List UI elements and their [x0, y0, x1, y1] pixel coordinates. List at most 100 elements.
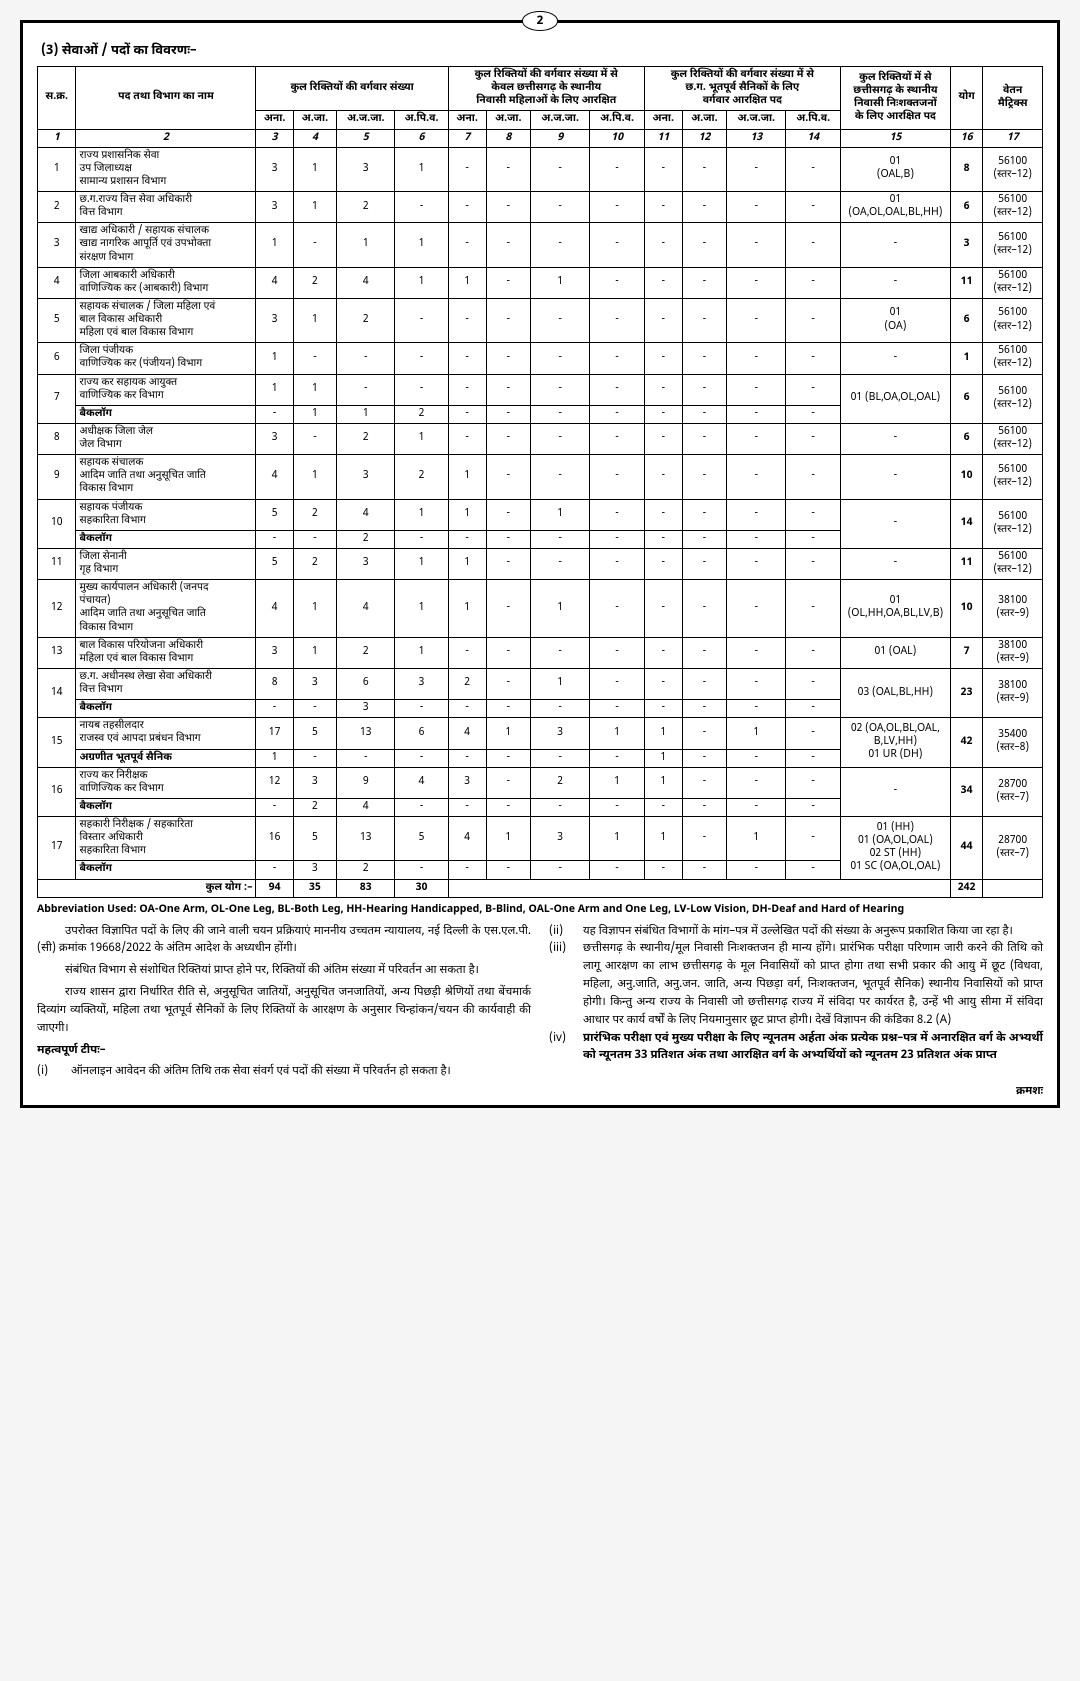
- cell: जिला पंजीयकवाणिज्यिक कर (पंजीयन) विभाग: [76, 343, 256, 374]
- cell: 4: [256, 580, 293, 638]
- cell: -: [486, 580, 530, 638]
- cell: -: [448, 423, 486, 454]
- cell: 8: [38, 423, 76, 454]
- note-item-iii: (iii) छत्तीसगढ़ के स्थानीय/मूल निवासी नि…: [549, 940, 1043, 1029]
- cell: -: [786, 798, 840, 816]
- cell: -: [682, 223, 726, 267]
- cell: -: [590, 580, 644, 638]
- cell: -: [448, 798, 486, 816]
- cell: -: [727, 861, 786, 879]
- page-number-container: 2: [23, 11, 1057, 31]
- cell: 1: [293, 580, 336, 638]
- cell: 1: [256, 374, 293, 405]
- cell: -: [682, 192, 726, 223]
- cell: -: [682, 267, 726, 298]
- cell: 3: [531, 718, 590, 749]
- cell: राज्य कर सहायक आयुक्तवाणिज्यिक कर विभाग: [76, 374, 256, 405]
- cell: -: [531, 423, 590, 454]
- cell: -: [727, 798, 786, 816]
- cell: 4: [337, 499, 395, 530]
- cell: बाल विकास परियोजना अधिकारीमहिला एवं बाल …: [76, 637, 256, 668]
- cell: -: [644, 405, 682, 423]
- hdr-exserv: कुल रिक्तियों की वर्गवार संख्या में सेछ.…: [644, 67, 840, 111]
- cell: -: [682, 798, 726, 816]
- cell: 4: [448, 817, 486, 861]
- cell: 5: [395, 817, 448, 861]
- cell: 5: [38, 298, 76, 342]
- cell: 6: [950, 298, 982, 342]
- cell: 12: [256, 767, 293, 798]
- cell: 2: [337, 423, 395, 454]
- document-page: 2 (3) सेवाओं / पदों का विवरणः– स.क्र. पद…: [20, 20, 1060, 1108]
- cell: -: [531, 749, 590, 767]
- cell: -: [727, 668, 786, 699]
- cell: -: [256, 798, 293, 816]
- cell: 1: [395, 223, 448, 267]
- cell: 5: [256, 499, 293, 530]
- cell: -: [727, 637, 786, 668]
- cell: 8: [256, 668, 293, 699]
- cell: -: [727, 405, 786, 423]
- cell: -: [486, 798, 530, 816]
- cell: -: [448, 700, 486, 718]
- cell: सहकारी निरीक्षक / सहकारिताविस्तार अधिकार…: [76, 817, 256, 861]
- hdr-sub: अना.: [256, 111, 293, 129]
- hdr-post: पद तथा विभाग का नाम: [76, 67, 256, 130]
- cell: 1: [293, 455, 336, 499]
- cell: -: [786, 749, 840, 767]
- cell: 1: [644, 817, 682, 861]
- cell: -: [786, 548, 840, 579]
- cell: -: [448, 637, 486, 668]
- cell: -: [486, 767, 530, 798]
- cell: 7: [950, 637, 982, 668]
- hdr-women: कुल रिक्तियों की वर्गवार संख्या में सेके…: [448, 67, 644, 111]
- cell: -: [840, 423, 950, 454]
- cell: -: [682, 767, 726, 798]
- cell: -: [590, 700, 644, 718]
- cell: 1: [293, 374, 336, 405]
- cell: -: [531, 637, 590, 668]
- cell: -: [590, 267, 644, 298]
- table-row: 5सहायक संचालक / जिला महिला एवंबाल विकास …: [38, 298, 1043, 342]
- cell: 01 (OAL): [840, 637, 950, 668]
- cell: -: [644, 455, 682, 499]
- cell: 3: [256, 423, 293, 454]
- cell: -: [395, 374, 448, 405]
- cell: -: [786, 405, 840, 423]
- cell: -: [840, 499, 950, 548]
- cell: छ.ग. अधीनस्थ लेखा सेवा अधिकारीवित्त विभा…: [76, 668, 256, 699]
- cell: 1: [531, 499, 590, 530]
- cell: 242: [950, 879, 982, 897]
- cell: 1: [448, 267, 486, 298]
- hdr-colnum: 14: [786, 129, 840, 147]
- hdr-sub: अ.जा.: [293, 111, 336, 129]
- cell: -: [682, 548, 726, 579]
- cell: 1: [448, 580, 486, 638]
- cell: -: [531, 405, 590, 423]
- cell: -: [727, 455, 786, 499]
- hdr-disabled: कुल रिक्तियों में सेछत्तीसगढ़ के स्थानीय…: [840, 67, 950, 130]
- cell: -: [682, 499, 726, 530]
- cell: -: [644, 147, 682, 191]
- cell: 4: [256, 267, 293, 298]
- cell: 1: [448, 548, 486, 579]
- cell: -: [727, 749, 786, 767]
- cell: -: [448, 298, 486, 342]
- table-row: 14छ.ग. अधीनस्थ लेखा सेवा अधिकारीवित्त वि…: [38, 668, 1043, 699]
- cell: 16: [256, 817, 293, 861]
- cell: 83: [337, 879, 395, 897]
- hdr-colnum: 4: [293, 129, 336, 147]
- cell: 1: [256, 343, 293, 374]
- cell: -: [644, 548, 682, 579]
- cell: -: [293, 343, 336, 374]
- cell: 1: [293, 637, 336, 668]
- cell: -: [840, 267, 950, 298]
- cell: -: [786, 343, 840, 374]
- cell: -: [531, 798, 590, 816]
- hdr-colnum: 9: [531, 129, 590, 147]
- cell: -: [786, 267, 840, 298]
- note-iii-text: छत्तीसगढ़ के स्थानीय/मूल निवासी निःशक्तज…: [583, 940, 1043, 1029]
- hdr-colnum: 11: [644, 129, 682, 147]
- hdr-sub: अ.ज.जा.: [727, 111, 786, 129]
- cell: सहायक पंजीयकसहकारिता विभाग: [76, 499, 256, 530]
